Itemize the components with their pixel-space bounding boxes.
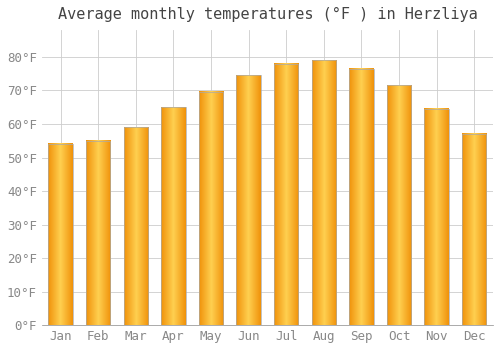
Bar — [199, 92, 223, 325]
Bar — [161, 107, 186, 325]
Bar — [48, 144, 73, 325]
Bar — [387, 85, 411, 325]
Bar — [462, 134, 486, 325]
Bar — [274, 64, 298, 325]
Bar — [424, 109, 449, 325]
Bar — [236, 75, 261, 325]
Bar — [349, 69, 374, 325]
Bar — [312, 60, 336, 325]
Title: Average monthly temperatures (°F ) in Herzliya: Average monthly temperatures (°F ) in He… — [58, 7, 478, 22]
Bar — [86, 141, 110, 325]
Bar — [124, 127, 148, 325]
